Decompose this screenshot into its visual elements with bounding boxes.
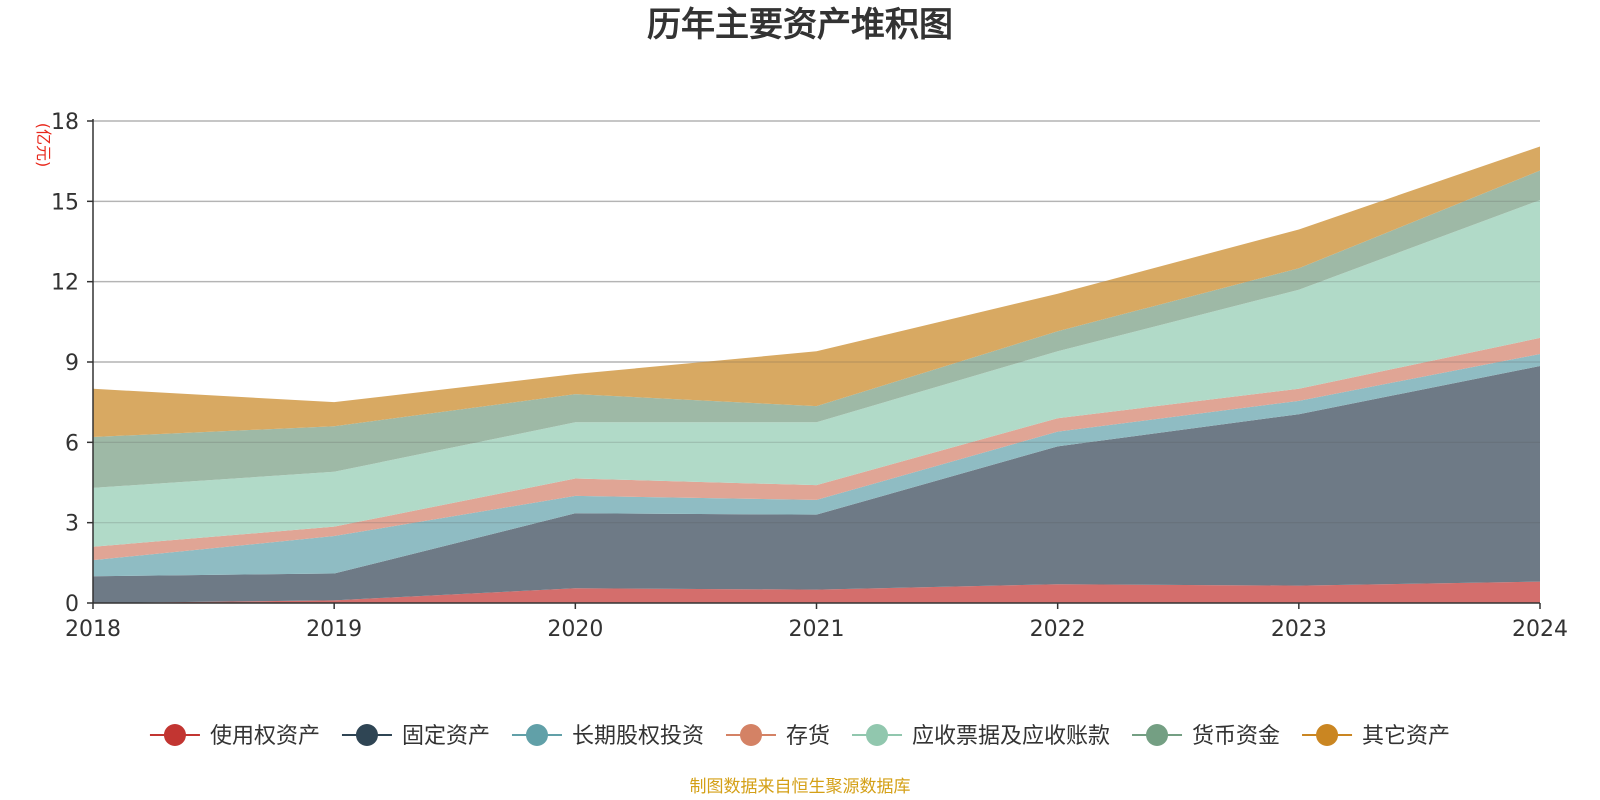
y-axis-unit: (亿元) — [34, 123, 53, 168]
legend-marker — [163, 724, 186, 746]
area-series-6 — [93, 170, 1540, 488]
area-series-1 — [93, 581, 1540, 603]
y-tick-label: 6 — [65, 431, 79, 456]
legend-label: 固定资产 — [402, 724, 490, 749]
y-tick-label: 9 — [65, 351, 79, 376]
legend-label: 应收票据及应收账款 — [912, 724, 1110, 749]
area-series-7 — [93, 146, 1540, 437]
area-series-5 — [93, 199, 1540, 547]
x-tick-label: 2021 — [789, 617, 845, 642]
legend-label: 使用权资产 — [210, 724, 320, 749]
legend-marker — [866, 724, 889, 746]
legend-marker — [355, 724, 378, 746]
area-series-2 — [93, 366, 1540, 603]
legend-label: 货币资金 — [1192, 724, 1280, 749]
y-tick-label: 0 — [65, 592, 79, 617]
area-series — [93, 120, 1540, 603]
x-tick-label: 2019 — [306, 617, 362, 642]
y-tick-label: 12 — [51, 271, 79, 296]
legend-marker — [1146, 724, 1169, 746]
y-tick-label: 3 — [65, 512, 79, 537]
legend-marker — [739, 724, 762, 746]
x-tick-label: 2022 — [1030, 617, 1086, 642]
y-tick-label: 15 — [51, 190, 79, 215]
legend-label: 长期股权投资 — [572, 724, 704, 749]
legend-marker — [1316, 724, 1339, 746]
axes: 0 3 6 9 12 15 18 2018 2019 2020 2021 2022 2023 2024 — [51, 110, 1568, 642]
area-series-4 — [93, 337, 1540, 561]
legend-label: 其它资产 — [1362, 724, 1450, 749]
y-tick-label: 18 — [51, 110, 79, 135]
legend-marker — [525, 724, 548, 746]
legend-label: 存货 — [786, 724, 830, 749]
legend: 使用权资产 固定资产 长期股权投资 存货 应收票据及应收账款 货币资金 其它资产 — [149, 724, 1450, 749]
chart-title: 历年主要资产堆积图 — [647, 5, 953, 45]
data-source-note: 制图数据来自恒生聚源数据库 — [690, 777, 911, 797]
x-tick-label: 2023 — [1271, 617, 1327, 642]
x-tick-label: 2024 — [1512, 617, 1568, 642]
x-tick-label: 2020 — [547, 617, 603, 642]
x-tick-label: 2018 — [65, 617, 121, 642]
area-series-3 — [93, 353, 1540, 577]
